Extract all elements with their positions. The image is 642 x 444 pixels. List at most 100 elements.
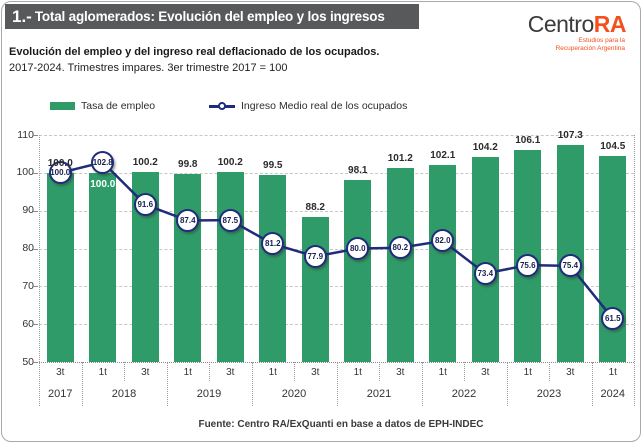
y-tick-label: 80	[22, 242, 34, 254]
bar	[89, 172, 117, 362]
chart-title: Evolución del empleo y del ingreso real …	[9, 46, 380, 58]
bar-value-label: 106.1	[515, 134, 541, 146]
line-marker: 77.9	[303, 244, 327, 268]
line-marker: 87.5	[218, 208, 242, 232]
y-tick-label: 90	[22, 204, 34, 217]
x-quarter-label: 1t	[438, 367, 447, 378]
gridline	[39, 286, 634, 288]
line-marker: 81.2	[261, 232, 285, 256]
x-quarter-label: 3t	[396, 367, 405, 378]
x-quarter-label: 3t	[56, 367, 65, 378]
gridline	[39, 135, 634, 136]
bar	[174, 173, 202, 362]
x-quarter-label: 1t	[608, 367, 617, 378]
x-quarter-label: 1t	[183, 367, 192, 378]
year-separator	[336, 362, 338, 406]
x-year-label: 2021	[366, 388, 392, 400]
centro-ra-wordmark: CentroRA	[527, 11, 627, 37]
bar	[429, 164, 457, 362]
y-tick-label: 60	[22, 317, 34, 330]
line-marker: 87.4	[176, 209, 200, 232]
bar-value-label: 99.5	[263, 159, 283, 171]
logo-text-ra: RA	[593, 11, 627, 37]
chart-subtitle: 2017-2024. Trimestres impares. 3er trime…	[9, 62, 288, 74]
line-marker: 91.6	[133, 193, 157, 217]
y-tick-label: 100	[16, 166, 34, 179]
y-axis-line	[39, 135, 40, 406]
bar-value-label: 99.8	[178, 158, 198, 170]
quarter-separator	[294, 362, 295, 381]
plot-right-edge-line	[634, 135, 635, 406]
year-separator	[251, 362, 253, 406]
bar-value-label: 98.1	[348, 165, 368, 177]
chart-legend: Tasa de empleo Ingreso Medio real de los…	[2, 98, 640, 114]
report-title-number: 1.-	[12, 6, 32, 26]
report-title-bar: 1.- Total aglomerados: Evolución del emp…	[5, 4, 419, 29]
x-quarter-label: 3t	[141, 367, 150, 378]
x-year-label: 2023	[536, 388, 562, 400]
bar	[471, 156, 499, 362]
bar-value-label: 100.2	[132, 157, 158, 169]
source-note: Fuente: Centro RA/ExQuanti en base a dat…	[198, 419, 484, 430]
y-tick-mark-icon	[33, 362, 38, 363]
year-separator	[506, 362, 508, 406]
x-axis-baseline	[39, 362, 634, 363]
x-year-label: 2017	[48, 388, 73, 400]
y-tick-label: 50	[22, 355, 34, 368]
line-marker: 80.0	[346, 237, 370, 260]
bar-value-label: 101.2	[387, 153, 413, 165]
line-series-swatch	[209, 100, 235, 112]
logo-tagline-line2: Recuperación Argentina	[555, 45, 625, 52]
bar	[386, 168, 414, 362]
year-separator	[421, 362, 423, 406]
bar-series-swatch	[50, 102, 75, 110]
x-quarter-label: 3t	[566, 367, 575, 378]
bar-value-label: 100.0	[47, 157, 73, 169]
x-quarter-label: 1t	[268, 367, 277, 378]
line-marker: 61.5	[601, 306, 625, 330]
line-marker: 100.0	[48, 161, 72, 185]
y-tick-mark-icon	[33, 286, 38, 288]
gridline	[39, 172, 634, 174]
x-quarter-label: 1t	[353, 367, 362, 378]
quarter-separator	[464, 362, 465, 381]
x-year-label: 2018	[111, 388, 137, 400]
bar-value-label: 104.5	[600, 140, 626, 152]
quarter-separator	[209, 362, 210, 381]
y-tick-mark-icon	[33, 324, 38, 326]
bar-value-label: 100.0	[90, 178, 116, 190]
y-tick-label: 110	[17, 128, 34, 141]
bar-value-label: 102.1	[430, 149, 456, 161]
x-year-label: 2020	[281, 388, 307, 400]
quarter-separator	[549, 362, 550, 381]
year-separator	[591, 362, 593, 406]
bar-value-label: 107.3	[557, 130, 583, 142]
bar	[344, 180, 372, 362]
year-separator	[81, 362, 83, 406]
x-quarter-label: 3t	[226, 367, 235, 378]
legend-item-income: Ingreso Medio real de los ocupados	[209, 98, 407, 114]
x-quarter-label: 3t	[311, 367, 320, 378]
y-tick-mark-icon	[33, 248, 38, 250]
bar	[216, 172, 244, 362]
year-separator	[166, 362, 168, 406]
x-year-label: 2022	[451, 388, 477, 400]
logo-text-centro: Centro	[527, 11, 595, 37]
logo-tagline-line1: Estudios para la	[578, 37, 625, 44]
legend-label-employment: Tasa de empleo	[81, 100, 156, 112]
y-tick-mark-icon	[33, 135, 38, 136]
logo-tagline: Estudios para la Recuperación Argentina	[528, 37, 626, 53]
line-marker: 75.6	[516, 253, 540, 277]
bar-value-label: 100.2	[217, 157, 243, 169]
bar-value-label: 104.2	[472, 141, 498, 153]
gridline	[39, 324, 634, 326]
y-tick-label: 70	[22, 279, 34, 292]
legend-label-income: Ingreso Medio real de los ocupados	[241, 100, 408, 112]
bar-value-label: 88.2	[305, 202, 325, 214]
y-tick-mark-icon	[33, 172, 38, 174]
centro-ra-logo: CentroRA Estudios para la Recuperación A…	[527, 11, 627, 53]
y-tick-mark-icon	[33, 210, 38, 212]
